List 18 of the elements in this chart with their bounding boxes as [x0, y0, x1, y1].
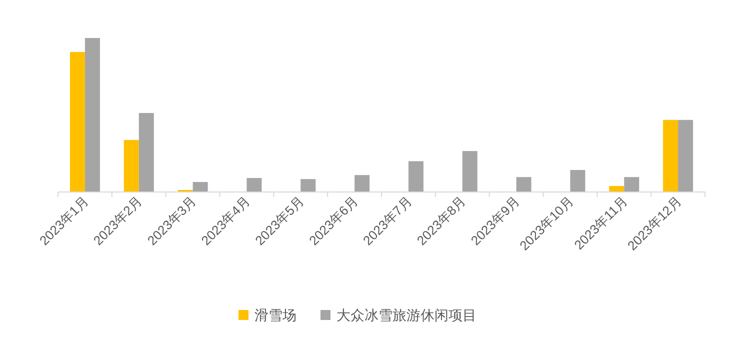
bar: [609, 186, 624, 192]
bar: [192, 182, 208, 192]
bar: [678, 120, 694, 192]
bar: [138, 113, 154, 192]
bar: [354, 175, 370, 192]
bar: [462, 151, 478, 192]
bar: [663, 120, 678, 192]
bar: [300, 179, 316, 192]
bar: [84, 38, 100, 192]
bar: [570, 170, 586, 192]
bar: [124, 140, 139, 192]
bar: [408, 161, 424, 192]
legend-label: 滑雪场: [254, 307, 296, 323]
bar: [624, 177, 640, 192]
bar: [70, 52, 85, 192]
bar: [516, 177, 532, 192]
legend-label: 大众冰雪旅游休闲项目: [336, 307, 476, 323]
bar: [246, 178, 262, 192]
